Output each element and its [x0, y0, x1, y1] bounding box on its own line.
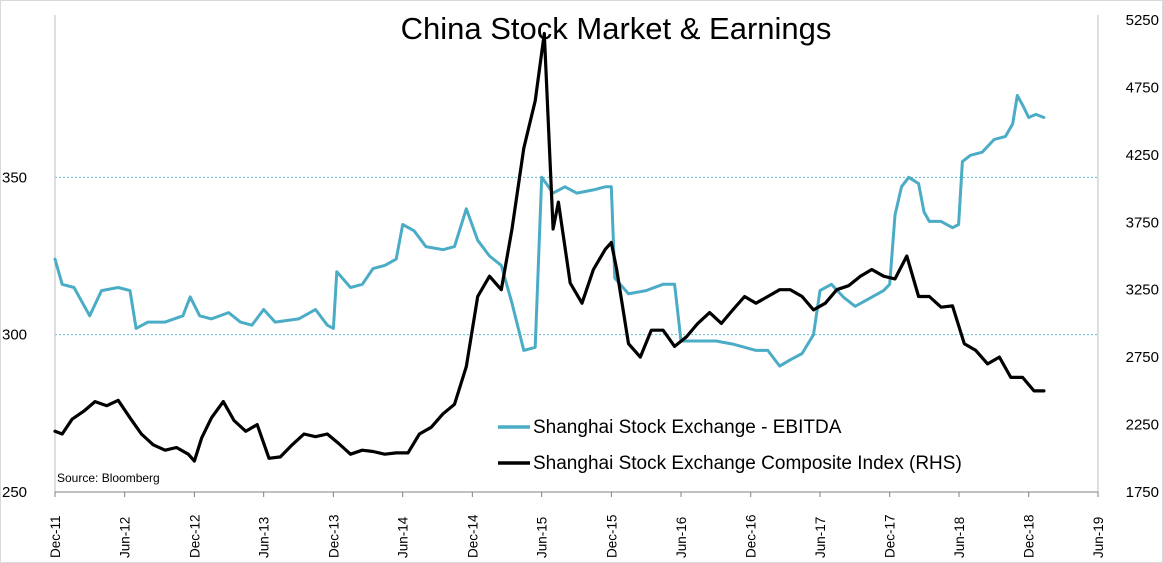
- y-right-tick-label: 3250: [1126, 282, 1159, 299]
- x-tick-label: Jun-13: [257, 517, 272, 558]
- y-left-tick-label: 250: [2, 484, 27, 501]
- x-tick-label: Dec-13: [326, 514, 341, 558]
- series-line-composite-index: [53, 31, 1046, 463]
- y-right-tick-label: 4750: [1126, 79, 1159, 96]
- x-tick-label: Dec-11: [48, 515, 63, 558]
- x-tick-label: Jun-19: [1091, 517, 1106, 558]
- x-tick-label: Dec-15: [604, 514, 619, 558]
- series-line-ebitda: [53, 94, 1046, 368]
- x-tick-label: Dec-18: [1022, 514, 1037, 558]
- source-note: Source: Bloomberg: [57, 471, 160, 485]
- x-tick-label: Jun-17: [813, 517, 828, 558]
- series-group: [53, 31, 1046, 463]
- legend-label-ebitda: Shanghai Stock Exchange - EBITDA: [533, 417, 842, 438]
- y-right-tick-label: 1750: [1126, 484, 1159, 501]
- y-right-axis-ticks: 1750 2250 2750 3250 3750 4250 4750 5250: [1126, 12, 1159, 501]
- x-tick-label: Dec-12: [187, 514, 202, 558]
- y-right-tick-label: 2750: [1126, 349, 1159, 366]
- x-tick-label: Jun-16: [674, 517, 689, 558]
- legend: Shanghai Stock Exchange - EBITDA Shangha…: [498, 417, 962, 474]
- gridlines: [55, 176, 1098, 336]
- x-tick-label: Jun-18: [952, 517, 967, 558]
- y-left-tick-label: 300: [2, 327, 27, 344]
- chart-title: China Stock Market & Earnings: [401, 11, 832, 46]
- y-left-tick-label: 350: [2, 169, 27, 186]
- x-tick-label: Dec-14: [465, 514, 480, 558]
- y-left-axis-ticks: 250 300 350: [2, 169, 27, 501]
- y-right-tick-label: 5250: [1126, 12, 1159, 29]
- x-tick-label: Dec-16: [744, 514, 759, 558]
- y-right-tick-label: 2250: [1126, 417, 1159, 434]
- x-tick-label: Jun-12: [118, 517, 133, 558]
- legend-label-composite: Shanghai Stock Exchange Composite Index …: [533, 453, 962, 474]
- x-axis-ticks: Dec-11 Jun-12 Dec-12 Jun-13 Dec-13 Jun-14 Dec-…: [48, 492, 1106, 558]
- x-tick-label: Dec-17: [883, 514, 898, 558]
- x-tick-label: Jun-14: [396, 516, 411, 558]
- x-tick-label: Jun-15: [535, 517, 550, 558]
- axes: [54, 15, 1099, 493]
- y-right-tick-label: 3750: [1126, 214, 1159, 231]
- y-right-tick-label: 4250: [1126, 147, 1159, 164]
